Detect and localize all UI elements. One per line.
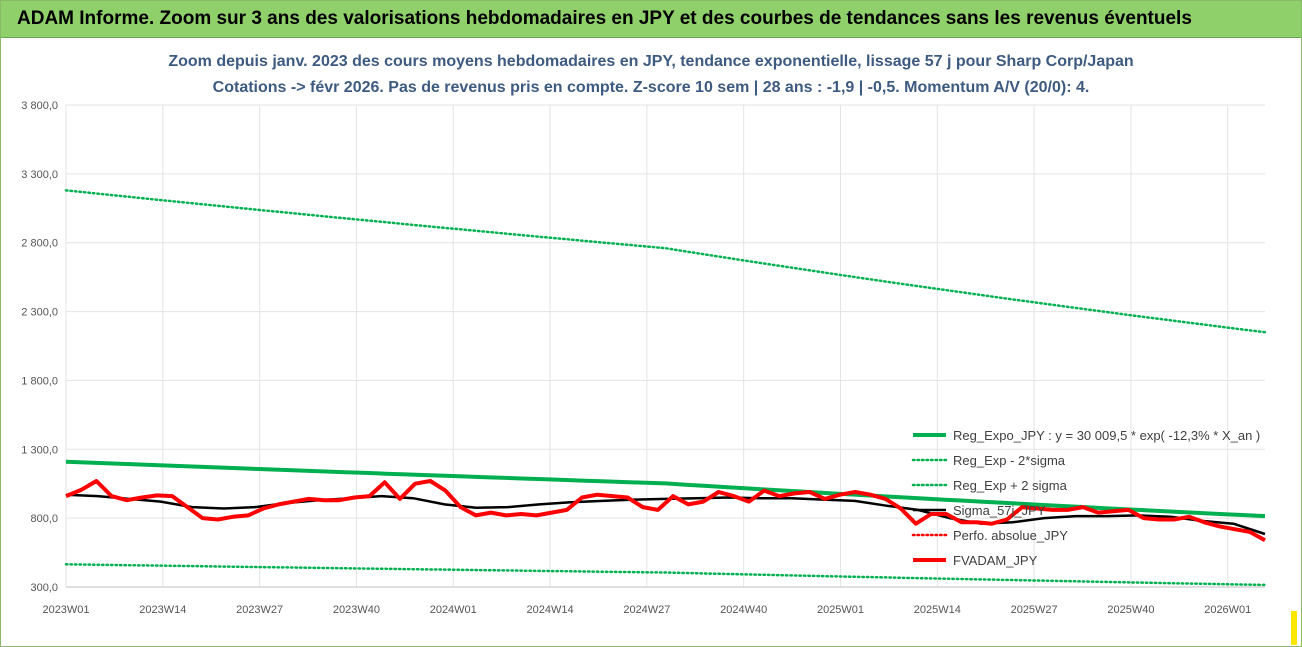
report-banner: ADAM Informe. Zoom sur 3 ans des valoris…: [1, 1, 1301, 38]
series-line-sigma-57j-jpy: [65, 493, 1266, 536]
legend-label: Reg_Exp - 2*sigma: [953, 453, 1066, 468]
x-tick-label: 2024W40: [720, 604, 767, 616]
series-line-fvadam-jpy: [65, 479, 1266, 542]
x-tick-label: 2024W14: [527, 604, 574, 616]
legend-label: Perfo. absolue_JPY: [953, 528, 1068, 543]
y-tick-label: 3 800,0: [21, 100, 58, 112]
y-tick-label: 3 300,0: [21, 169, 58, 181]
x-tick-label: 2023W40: [333, 604, 380, 616]
x-tick-label: 2024W27: [623, 604, 670, 616]
x-tick-label: 2024W01: [430, 604, 477, 616]
legend-label: Sigma_57j_JPY: [953, 503, 1046, 518]
x-tick-label: 2025W40: [1107, 604, 1154, 616]
y-tick-label: 1 800,0: [21, 375, 58, 387]
series-line-reg-exp: [64, 189, 1267, 334]
legend-label: Reg_Expo_JPY : y = 30 009,5 * exp( -12,3…: [953, 428, 1260, 443]
x-tick-label: 2026W01: [1204, 604, 1251, 616]
y-tick-label: 300,0: [30, 582, 58, 594]
chart-title: Zoom depuis janv. 2023 des cours moyens …: [168, 53, 1134, 70]
series-line-reg-exp: [64, 563, 1267, 587]
x-tick-label: 2025W14: [914, 604, 961, 616]
series-line-reg-expo-jpy: [65, 459, 1266, 519]
legend-label: FVADAM_JPY: [953, 553, 1038, 568]
x-tick-label: 2025W01: [817, 604, 864, 616]
report-title: ADAM Informe. Zoom sur 3 ans des valoris…: [17, 8, 1192, 29]
x-tick-label: 2023W14: [139, 604, 186, 616]
x-tick-label: 2025W27: [1011, 604, 1058, 616]
y-tick-label: 2 300,0: [21, 307, 58, 319]
y-tick-label: 1 300,0: [21, 444, 58, 456]
resize-marker: [1291, 611, 1297, 645]
legend-label: Reg_Exp + 2 sigma: [953, 478, 1068, 493]
chart-subtitle: Cotations -> févr 2026. Pas de revenus p…: [212, 79, 1090, 96]
y-tick-label: 2 800,0: [21, 238, 58, 250]
x-tick-label: 2023W01: [42, 604, 89, 616]
y-tick-label: 800,0: [30, 513, 58, 525]
x-tick-label: 2023W27: [236, 604, 283, 616]
